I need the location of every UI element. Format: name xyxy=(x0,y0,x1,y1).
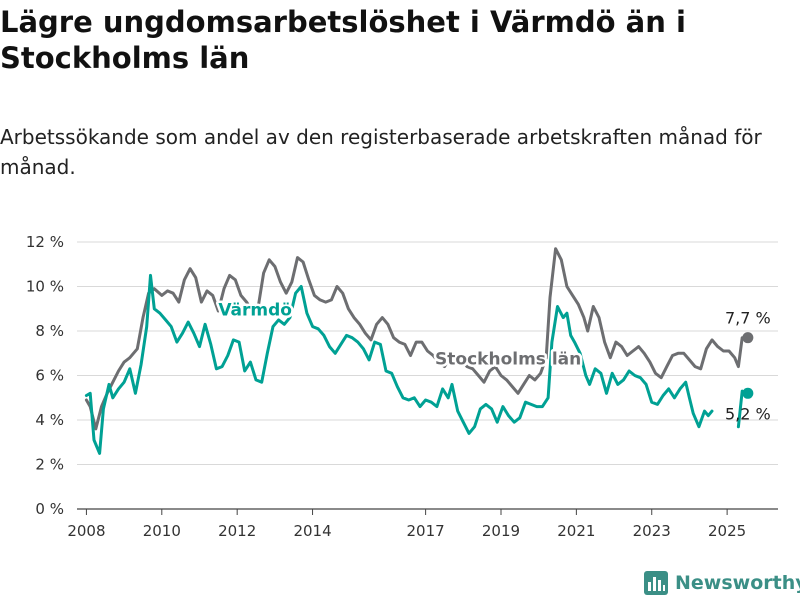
y-tick-label: 8 % xyxy=(35,322,64,340)
x-tick-label: 2023 xyxy=(633,522,671,540)
x-tick-label: 2010 xyxy=(143,522,181,540)
chart-title: Lägre ungdomsarbetslöshet i Värmdö än i … xyxy=(0,5,686,75)
end-value-label-varmdo: 5,2 % xyxy=(725,404,771,423)
x-tick-label: 2012 xyxy=(218,522,256,540)
series-label-varmdo: Värmdö xyxy=(218,300,292,320)
gridlines xyxy=(77,241,778,510)
x-axis-ticks: 2008 2010 2012 2014 2017 2019 2021 2023 2025 xyxy=(67,509,746,540)
x-tick-label: 2019 xyxy=(482,522,520,540)
x-tick-label: 2014 xyxy=(293,522,331,540)
y-axis-ticks: 0 % 2 % 4 % 6 % 8 % 10 % 12 % xyxy=(26,233,64,518)
x-tick-label: 2008 xyxy=(67,522,105,540)
endpoint-varmdo xyxy=(742,387,754,399)
x-tick-label: 2025 xyxy=(708,522,746,540)
line-chart: 0 % 2 % 4 % 6 % 8 % 10 % 12 % 2008 2010 2012 2014… xyxy=(26,233,778,540)
series-line-varmdo xyxy=(84,273,750,455)
brand-name: Newsworthy xyxy=(675,572,800,594)
y-tick-label: 2 % xyxy=(35,456,64,474)
y-tick-label: 12 % xyxy=(26,233,64,251)
y-tick-label: 4 % xyxy=(35,411,64,429)
x-tick-label: 2017 xyxy=(407,522,445,540)
bar-chart-logo-icon xyxy=(644,571,668,595)
end-value-label-stockholms-lan: 7,7 % xyxy=(725,309,771,328)
y-tick-label: 6 % xyxy=(35,367,64,385)
chart-subtitle: Arbetssökande som andel av den registerb… xyxy=(0,125,762,179)
y-tick-label: 10 % xyxy=(26,278,64,296)
endpoint-stockholms-lan xyxy=(742,332,754,344)
series-line-stockholms-lan xyxy=(84,247,750,431)
series-label-stockholms-lan-halo: Stockholms län xyxy=(435,349,581,369)
y-tick-label: 0 % xyxy=(35,500,64,518)
newsworthy-brand: Newsworthy xyxy=(644,569,800,597)
x-tick-label: 2021 xyxy=(557,522,595,540)
series-label-varmdo-halo: Värmdö xyxy=(218,300,292,320)
series-lines xyxy=(84,247,754,455)
series-label-stockholms-lan: Stockholms län xyxy=(435,349,581,369)
